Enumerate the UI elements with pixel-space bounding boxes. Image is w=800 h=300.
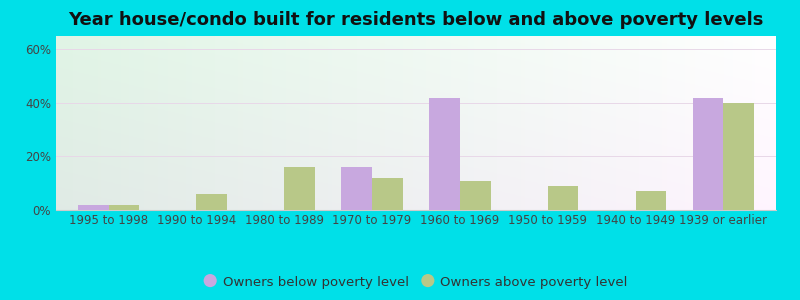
Bar [372, 178, 403, 210]
Bar [693, 98, 723, 210]
Bar [197, 194, 227, 210]
Bar [460, 181, 490, 210]
Bar [342, 167, 372, 210]
Bar [548, 186, 578, 210]
Title: Year house/condo built for residents below and above poverty levels: Year house/condo built for residents bel… [68, 11, 764, 29]
Bar [429, 98, 460, 210]
Bar [78, 205, 109, 210]
Bar [723, 103, 754, 210]
Bar [284, 167, 315, 210]
Legend: Owners below poverty level, Owners above poverty level: Owners below poverty level, Owners above… [199, 270, 633, 294]
Bar [635, 191, 666, 210]
Bar [109, 205, 139, 210]
